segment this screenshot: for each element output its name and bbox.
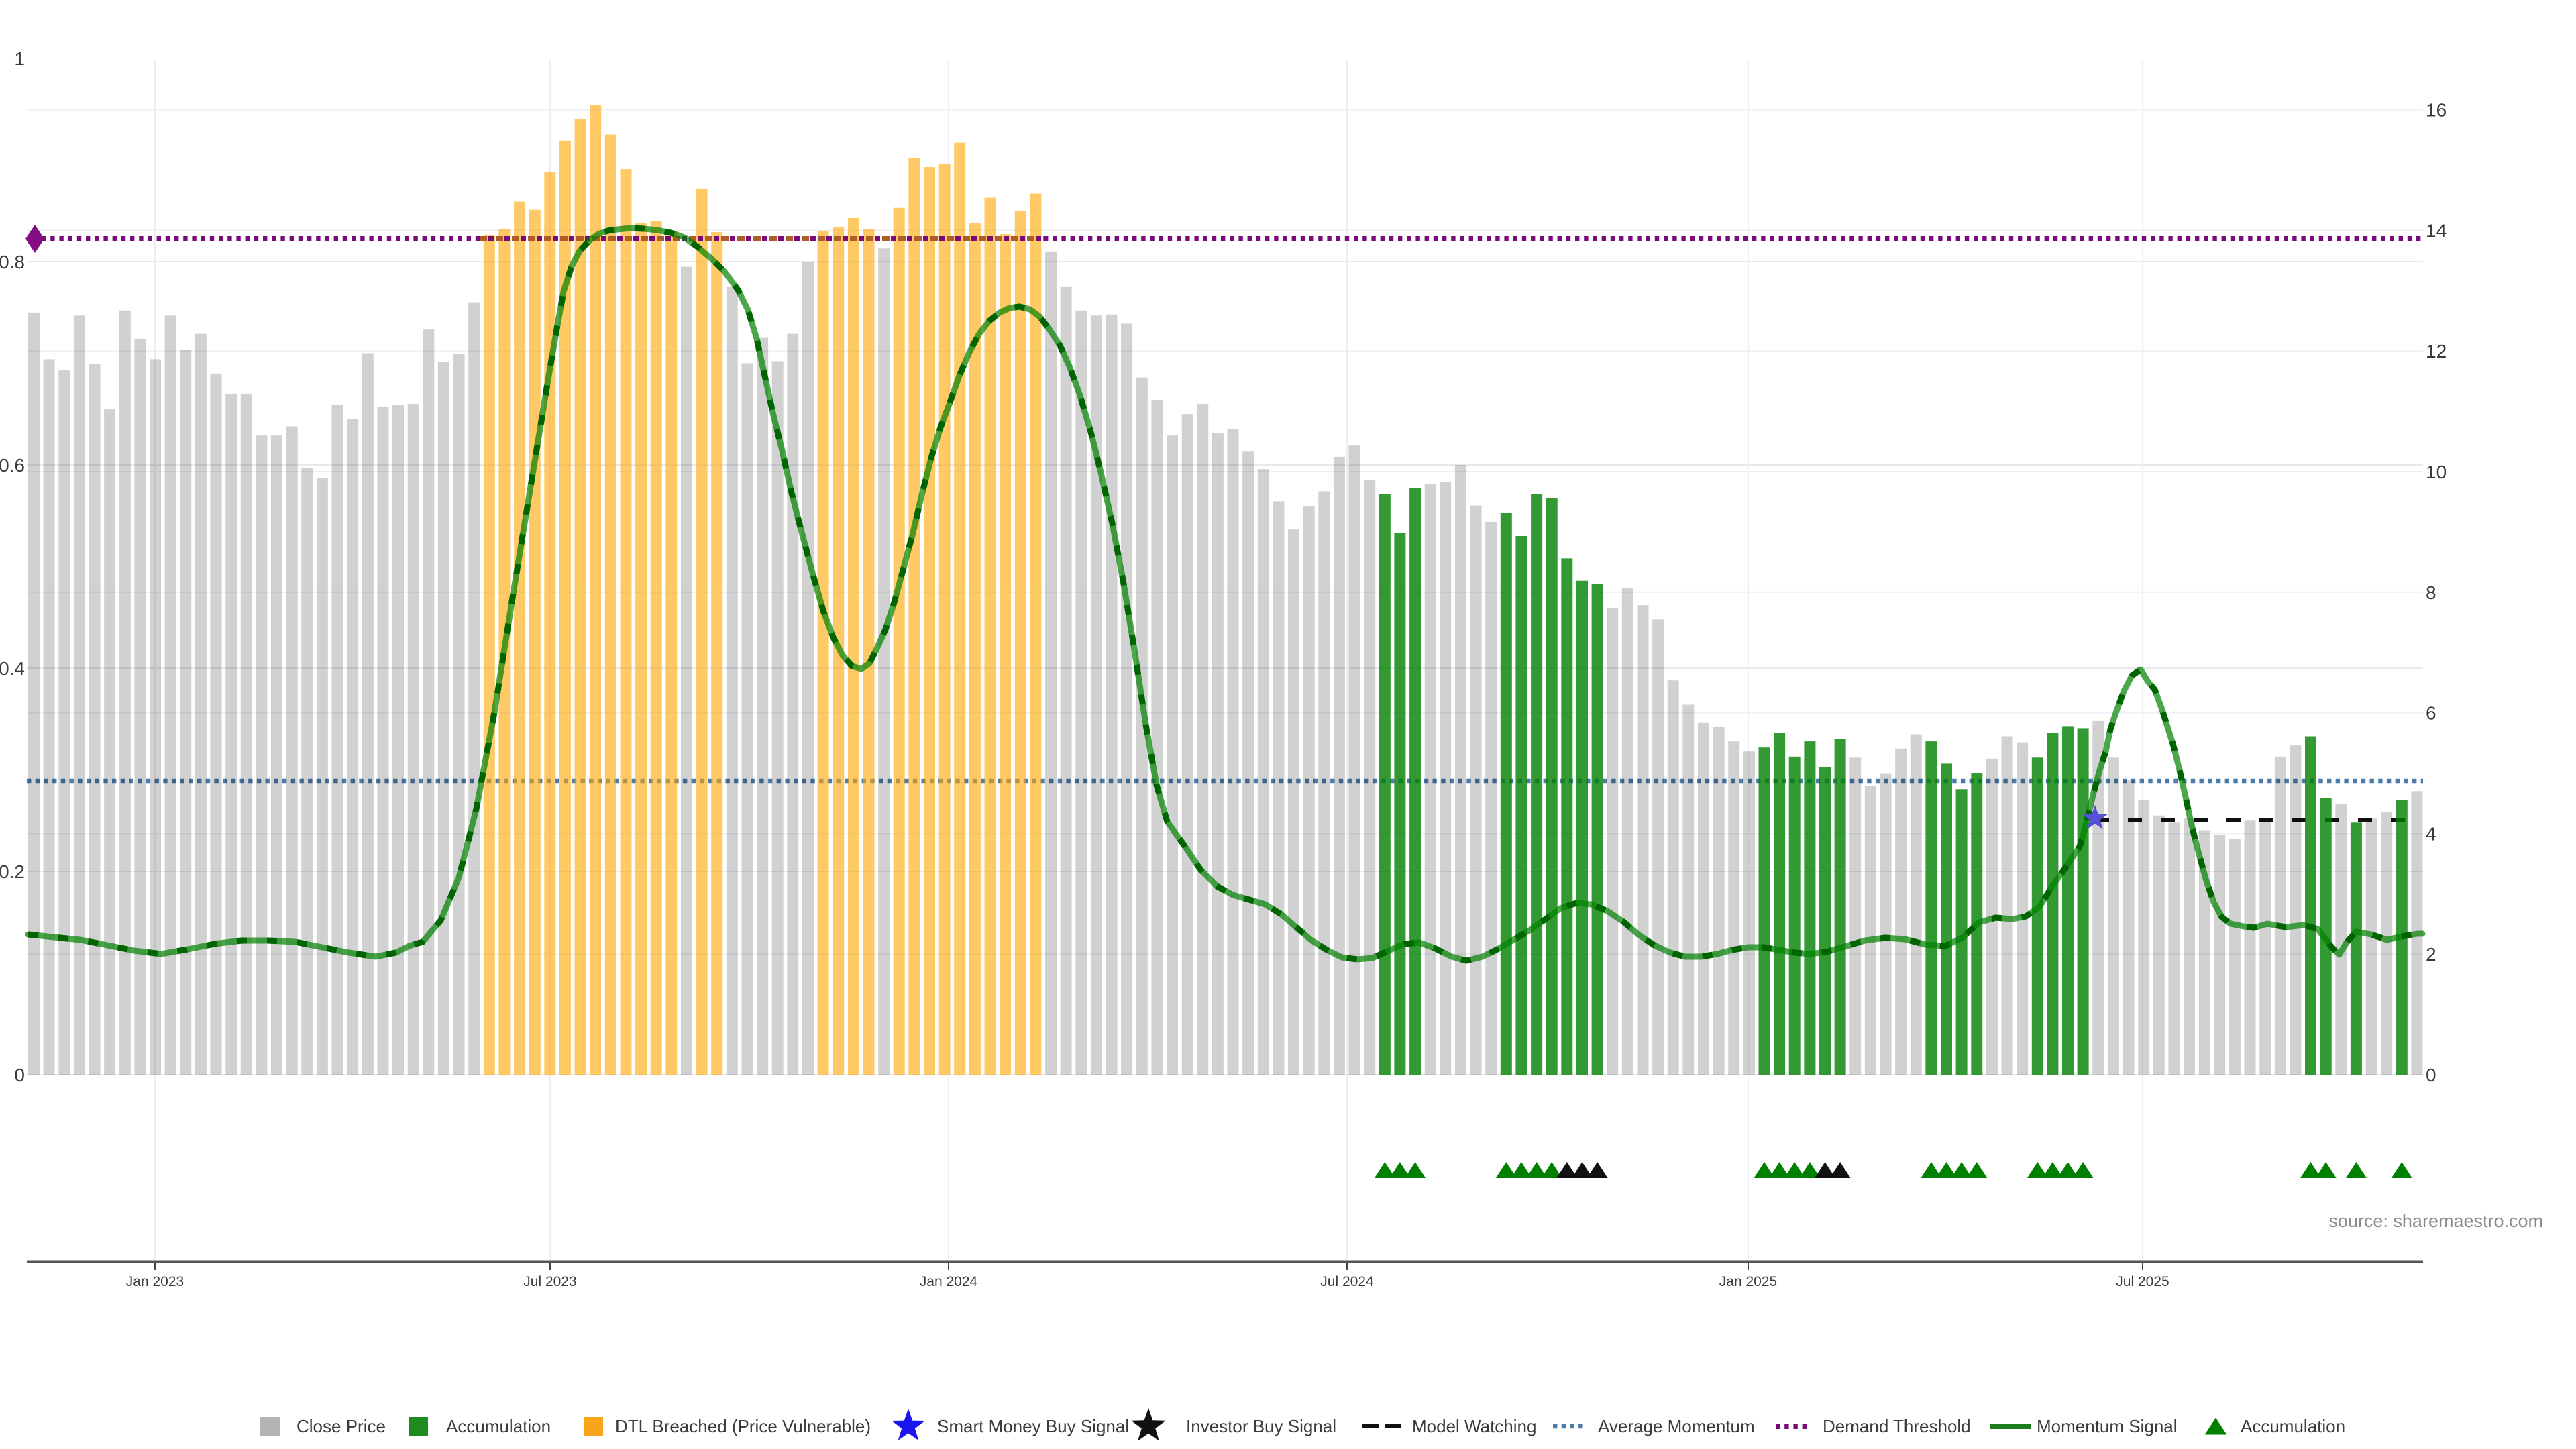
- svg-text:4: 4: [2426, 823, 2436, 844]
- svg-text:0.2: 0.2: [0, 861, 25, 882]
- svg-text:Jul 2025: Jul 2025: [2116, 1274, 2169, 1289]
- svg-text:14: 14: [2426, 220, 2447, 241]
- svg-text:0.8: 0.8: [0, 252, 25, 272]
- svg-text:Jan 2025: Jan 2025: [1719, 1274, 1777, 1289]
- svg-text:Investor Buy Signal: Investor Buy Signal: [1186, 1416, 1336, 1436]
- svg-text:Close Price: Close Price: [297, 1416, 386, 1436]
- svg-text:1: 1: [14, 48, 25, 69]
- svg-text:Smart Money Buy Signal: Smart Money Buy Signal: [937, 1416, 1129, 1436]
- svg-text:Average Momentum: Average Momentum: [1598, 1416, 1755, 1436]
- svg-text:12: 12: [2426, 341, 2447, 362]
- svg-text:Accumulation: Accumulation: [446, 1416, 551, 1436]
- svg-text:Momentum Signal: Momentum Signal: [2037, 1416, 2178, 1436]
- svg-text:Accumulation: Accumulation: [2241, 1416, 2345, 1436]
- svg-text:8: 8: [2426, 582, 2436, 603]
- svg-text:Demand Threshold: Demand Threshold: [1823, 1416, 1971, 1436]
- svg-text:Jul 2024: Jul 2024: [1320, 1274, 1374, 1289]
- svg-text:10: 10: [2426, 462, 2447, 482]
- svg-text:16: 16: [2426, 100, 2447, 121]
- svg-text:Jul 2023: Jul 2023: [523, 1274, 576, 1289]
- svg-text:0.6: 0.6: [0, 455, 25, 476]
- svg-text:Jan 2024: Jan 2024: [920, 1274, 978, 1289]
- svg-text:0: 0: [2426, 1065, 2436, 1085]
- svg-text:Jan 2023: Jan 2023: [126, 1274, 184, 1289]
- svg-text:DTL Breached (Price Vulnerable: DTL Breached (Price Vulnerable): [615, 1416, 871, 1436]
- svg-text:Model Watching: Model Watching: [1412, 1416, 1536, 1436]
- svg-text:source: sharemaestro.com: source: sharemaestro.com: [2328, 1211, 2543, 1231]
- svg-text:0: 0: [14, 1065, 25, 1085]
- svg-text:2: 2: [2426, 944, 2436, 965]
- svg-text:6: 6: [2426, 703, 2436, 724]
- svg-text:0.4: 0.4: [0, 658, 25, 679]
